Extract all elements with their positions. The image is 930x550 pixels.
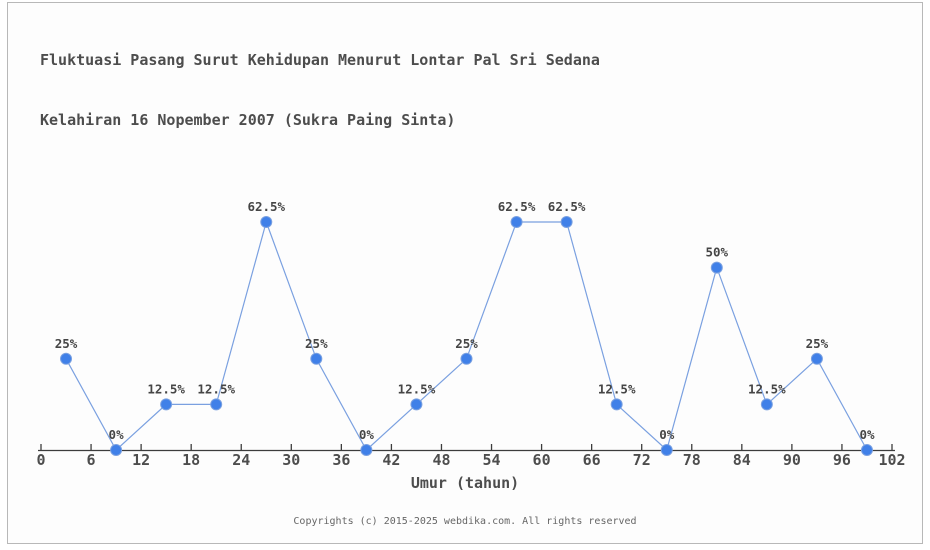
data-point [760,398,773,411]
data-point [510,216,523,228]
x-axis-tick-label: 72 [633,451,651,469]
x-axis-tick-label: 90 [783,451,801,469]
x-axis-tick-label: 0 [36,451,45,469]
data-point [560,216,573,228]
data-point [610,398,623,411]
x-axis-tick-label: 42 [382,451,400,469]
data-point [360,444,373,456]
data-point-label: 0% [659,427,675,442]
data-point-label: 62.5% [548,199,586,214]
copyright-text: Copyrights (c) 2015-2025 webdika.com. Al… [293,516,637,527]
data-point-label: 12.5% [147,381,185,396]
data-point [110,444,123,456]
data-point [460,352,473,365]
data-point [60,352,73,365]
data-point-label: 62.5% [498,199,536,214]
x-axis-tick-label: 78 [683,451,701,469]
x-axis-tick-label: 30 [282,451,300,469]
x-axis-tick-label: 48 [432,451,450,469]
data-point-label: 0% [359,427,375,442]
data-point-label: 12.5% [748,381,786,396]
chart-frame [7,2,923,544]
data-point [310,352,323,365]
data-point-label: 25% [806,336,829,351]
data-point-label: 25% [305,336,328,351]
data-point [710,261,723,274]
x-axis-tick-label: 96 [833,451,851,469]
chart-title-line1: Fluktuasi Pasang Surut Kehidupan Menurut… [40,51,600,69]
data-point-label: 50% [706,245,729,260]
data-point [210,398,223,411]
data-point [660,444,673,456]
data-point-label: 12.5% [398,381,436,396]
x-axis-tick-label: 36 [332,451,350,469]
x-axis-title: Umur (tahun) [410,474,520,492]
chart-title-line2: Kelahiran 16 Nopember 2007 (Sukra Paing … [40,111,456,129]
data-point-label: 12.5% [598,381,636,396]
data-point-label: 25% [55,336,78,351]
x-axis-tick-label: 60 [533,451,551,469]
data-point-label: 12.5% [197,381,235,396]
data-point-label: 0% [109,427,125,442]
data-point-label: 25% [455,336,478,351]
x-axis-tick-label: 66 [583,451,601,469]
x-axis-tick-label: 24 [232,451,250,469]
chart-title: Fluktuasi Pasang Surut Kehidupan Menurut… [40,10,600,150]
data-point-label: 62.5% [247,199,285,214]
x-axis-tick-label: 18 [182,451,200,469]
data-point [410,398,423,411]
x-axis-tick-label: 54 [482,451,500,469]
x-axis-tick-label: 6 [87,451,96,469]
x-axis-tick-label: 84 [733,451,751,469]
x-axis-tick-label: 12 [132,451,150,469]
data-point [260,216,273,228]
data-point [860,444,873,456]
x-axis-tick-label: 102 [878,451,905,469]
data-point [160,398,173,411]
data-point [810,352,823,365]
data-point-label: 0% [859,427,875,442]
